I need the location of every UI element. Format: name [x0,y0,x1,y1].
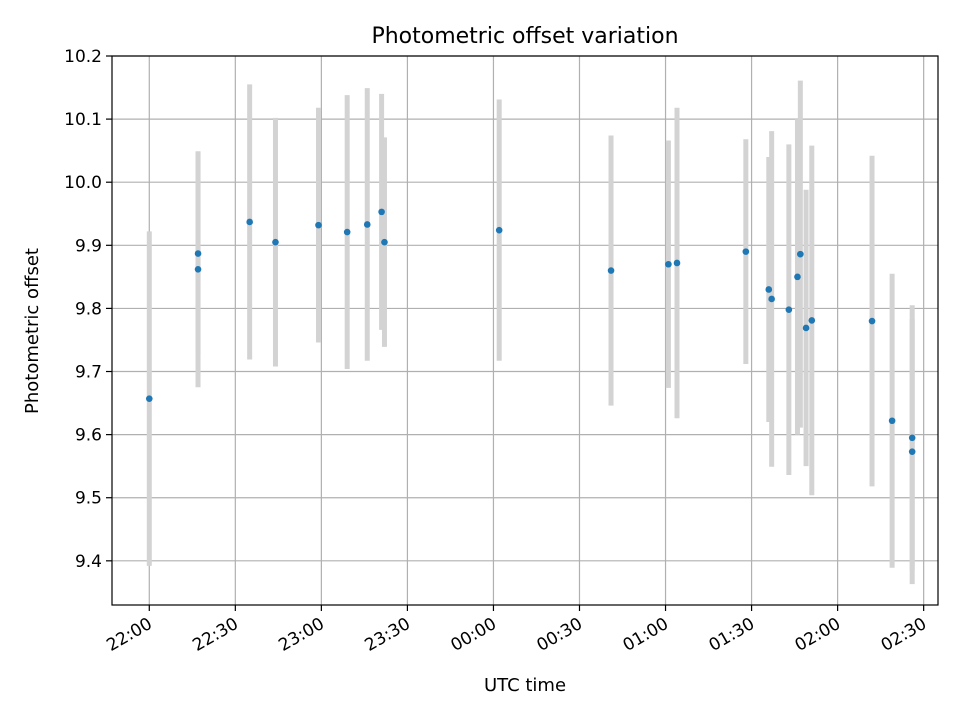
data-point [315,221,322,229]
data-point [908,434,916,442]
y-tick-label: 10.1 [64,110,102,130]
data-point [495,226,503,234]
chart-title: Photometric offset variation [371,24,678,49]
data-point [765,286,773,293]
data-point [363,221,371,228]
x-tick-label: 22:30 [189,614,241,656]
data-point [378,208,385,216]
data-point [145,395,153,402]
x-tick-label: 23:00 [275,614,327,656]
data-point [246,218,253,226]
plot-frame [111,55,939,606]
y-tick-label: 10.0 [64,173,102,193]
data-point [742,248,750,255]
data-point [888,417,896,425]
x-tick-label: 00:30 [534,614,586,656]
data-point [802,324,810,332]
x-tick-label: 01:30 [706,614,758,656]
y-tick-label: 9.6 [75,426,102,446]
x-tick-label: 02:00 [792,614,844,656]
y-tick-label: 9.5 [75,489,102,509]
data-point [194,250,202,257]
y-tick-label: 9.8 [75,299,102,319]
data-points [145,208,916,455]
y-tick-label: 10.2 [64,47,102,67]
data-point [673,259,681,267]
data-point [381,238,388,246]
error-bars [146,80,915,585]
y-tick-label: 9.7 [75,363,102,383]
x-tick-label: 00:00 [448,614,500,656]
data-point [665,260,672,268]
data-point [794,273,801,281]
data-point [908,448,916,455]
x-tick-label: 23:30 [361,614,413,656]
data-point [868,317,876,325]
x-tick-label: 01:00 [620,614,672,656]
x-tick-label: 02:30 [878,614,930,656]
x-axis-label: UTC time [484,675,566,696]
y-axis-label: Photometric offset [22,248,43,414]
data-point [272,238,279,246]
data-point [343,228,351,236]
data-point [194,265,202,273]
y-tick-label: 9.9 [75,236,102,256]
data-point [785,306,793,313]
data-point [808,317,816,324]
data-point [797,250,804,258]
data-point [768,295,775,303]
x-tick-label: 22:00 [103,614,155,656]
data-point [607,267,615,274]
y-tick-label: 9.4 [75,552,102,572]
